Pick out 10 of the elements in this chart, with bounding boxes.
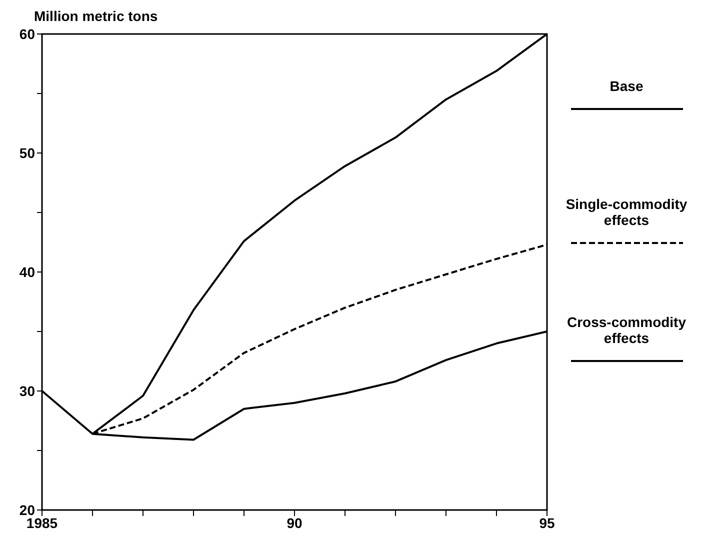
y-axis-title: Million metric tons [34,8,158,24]
y-tick-label: 30 [19,382,36,399]
series-label: Single-commodity effects [564,196,688,228]
y-tick-label: 40 [19,264,36,280]
series-label: Cross-commodity effects [566,314,688,346]
y-tick-label: 50 [19,144,36,161]
x-tick-label: 95 [539,514,555,531]
x-tick-label: 90 [286,514,302,531]
y-tick-label: 60 [19,26,36,42]
text: Base [608,78,644,94]
